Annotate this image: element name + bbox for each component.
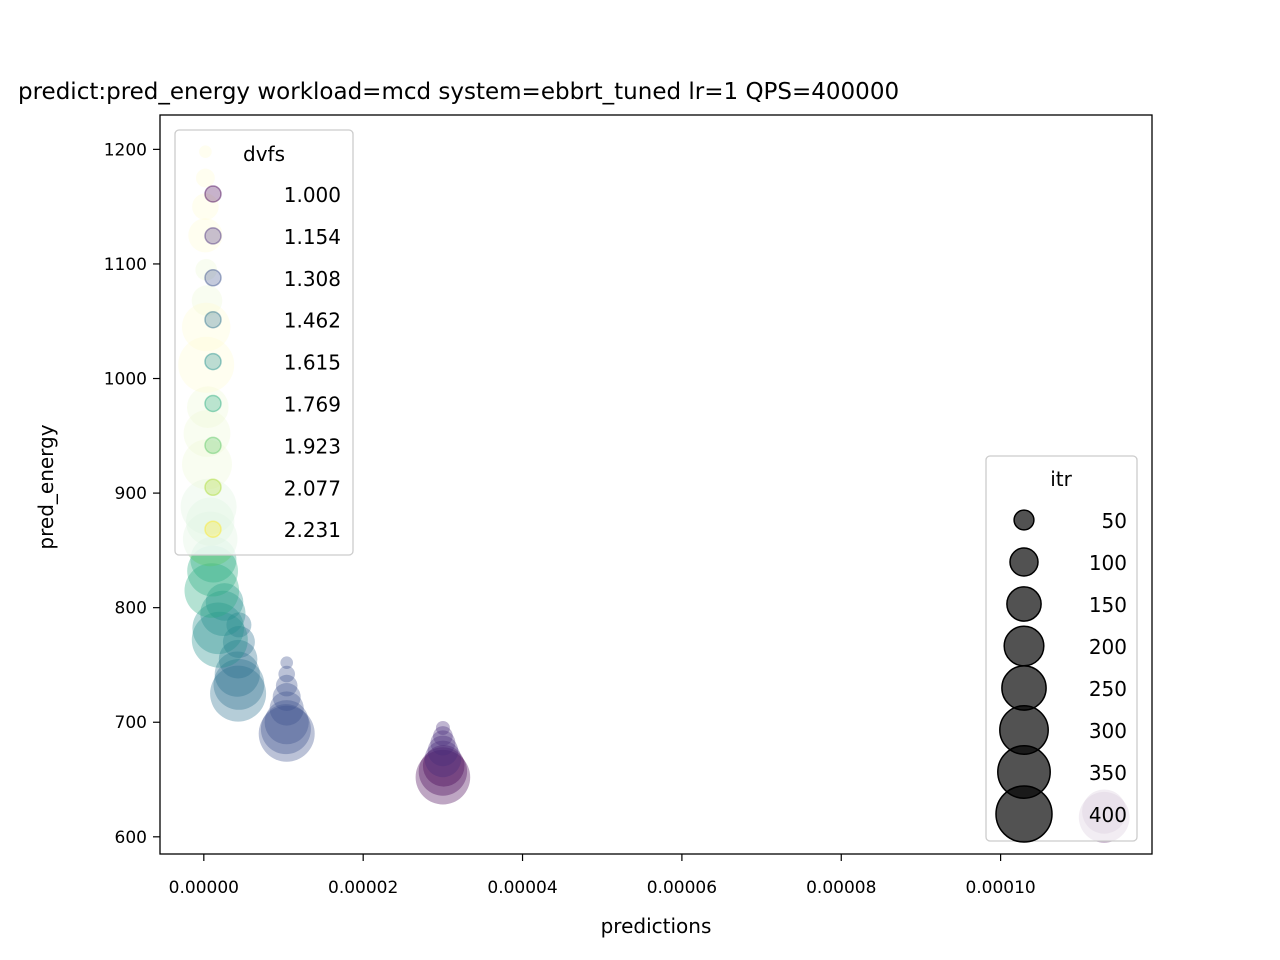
plot-frame — [159, 114, 1153, 855]
data-point-dvfs-1.615-2 — [200, 590, 246, 637]
data-point-dvfs-1.462-5 — [226, 612, 252, 638]
itr-legend-label: 100 — [1089, 551, 1127, 575]
y-tick-label: 1200 — [104, 140, 147, 160]
x-tick-label: 0.00010 — [965, 878, 1035, 898]
data-point-dvfs-1-4 — [422, 745, 465, 787]
chart-title: predict:pred_energy workload=mcd system=… — [18, 79, 899, 105]
x-tick-label: 0.00008 — [806, 878, 876, 898]
data-point-dvfs-1.308-0 — [258, 705, 315, 762]
dvfs-legend-marker — [204, 185, 222, 203]
dvfs-legend-marker — [204, 520, 222, 538]
data-point-dvfs-1.462-2 — [214, 651, 260, 697]
itr-legend-marker — [1003, 625, 1045, 667]
dvfs-legend-label: 1.462 — [284, 309, 341, 333]
data-point-dvfs-1.615-0 — [191, 611, 248, 668]
itr-legend-entries: 50 100 150 200 250 300 350 400 — [995, 509, 1127, 843]
itr-legend-label: 300 — [1089, 719, 1127, 743]
itr-legend: itr 50 100 150 200 250 300 350 400 — [985, 455, 1138, 843]
y-tick-label: 600 — [115, 828, 147, 848]
data-point-dvfs-1.615-3 — [205, 583, 244, 621]
data-point-dvfs-1.154-4 — [435, 721, 450, 735]
y-axis: 600 700 800 900 1000 1100 1200 — [104, 140, 160, 848]
y-tick-label: 700 — [115, 713, 147, 733]
data-point-dvfs-1.462-3 — [218, 639, 258, 679]
y-axis-label: pred_energy — [34, 424, 58, 549]
x-axis: 0.00000 0.00002 0.00004 0.00006 0.00008 0.000… — [169, 854, 1036, 898]
data-point-dvfs-1.308-4 — [272, 683, 301, 711]
x-tick-label: 0.00000 — [169, 878, 239, 898]
itr-legend-label: 200 — [1089, 635, 1127, 659]
dvfs-legend-frame — [174, 129, 354, 556]
dvfs-legend-label: 1.000 — [284, 183, 341, 207]
itr-legend-marker — [995, 785, 1053, 843]
data-point-dvfs-1.462-0 — [210, 665, 267, 722]
data-point-dvfs-1.308-1 — [260, 704, 311, 755]
data-point-dvfs-1.308-3 — [269, 691, 304, 726]
dvfs-legend-marker — [204, 478, 222, 497]
x-tick-label: 0.00004 — [487, 878, 557, 898]
data-point-dvfs-1.462-4 — [222, 626, 255, 658]
itr-legend-marker — [1001, 665, 1047, 711]
itr-legend-title: itr — [1050, 467, 1072, 491]
dvfs-legend-marker — [204, 394, 222, 413]
itr-legend-marker — [1009, 547, 1039, 577]
dvfs-legend-label: 2.077 — [284, 476, 341, 500]
itr-legend-label: 400 — [1089, 803, 1127, 827]
itr-legend-label: 350 — [1089, 761, 1127, 785]
dvfs-legend-label: 1.154 — [284, 225, 341, 249]
itr-legend-marker — [1006, 586, 1042, 622]
data-point-dvfs-1.769-0 — [184, 563, 240, 618]
dvfs-legend-marker — [204, 269, 222, 287]
dvfs-legend: dvfs 1.000 1.154 1.308 1.462 1.615 1.769 1.923… — [174, 129, 354, 556]
y-tick-label: 1000 — [104, 370, 147, 390]
dvfs-legend-marker — [204, 436, 222, 455]
data-point-dvfs-1.308-2 — [264, 700, 309, 745]
itr-legend-label: 250 — [1089, 677, 1127, 701]
dvfs-legend-marker — [204, 310, 222, 329]
dvfs-legend-label: 1.308 — [284, 267, 341, 291]
dvfs-legend-label: 1.769 — [284, 393, 341, 417]
x-axis-label: predictions — [601, 914, 712, 938]
y-tick-label: 800 — [115, 599, 147, 619]
y-tick-label: 900 — [115, 484, 147, 504]
data-point-dvfs-1.154-3 — [433, 726, 453, 746]
dvfs-legend-label: 1.615 — [284, 351, 341, 375]
dvfs-legend-label: 2.231 — [284, 518, 341, 542]
data-point-dvfs-1.308-6 — [278, 665, 296, 683]
data-point-dvfs-1.308-7 — [280, 656, 294, 669]
data-point-dvfs-1.154-2 — [430, 730, 456, 756]
dvfs-legend-marker — [204, 352, 222, 371]
data-point-dvfs-1.154-0 — [424, 740, 462, 778]
data-point-dvfs-1.154-1 — [427, 735, 459, 767]
dvfs-legend-marker — [204, 227, 222, 245]
data-point-dvfs-1.769-1 — [187, 545, 239, 597]
x-tick-label: 0.00006 — [647, 878, 717, 898]
itr-legend-marker — [1013, 509, 1035, 531]
data-point-dvfs-1.308-5 — [275, 674, 298, 697]
data-point-dvfs-1.462-1 — [213, 659, 265, 710]
dvfs-legend-entries: 1.000 1.154 1.308 1.462 1.615 1.769 1.923 2.077… — [204, 183, 341, 542]
data-point-dvfs-1.615-1 — [192, 602, 244, 655]
y-tick-label: 1100 — [104, 255, 147, 275]
itr-legend-label: 150 — [1089, 593, 1127, 617]
data-point-dvfs-1-3 — [418, 747, 468, 796]
x-tick-label: 0.00002 — [328, 878, 398, 898]
data-point-dvfs-1-2 — [415, 749, 471, 805]
itr-legend-label: 50 — [1102, 509, 1127, 533]
dvfs-legend-title: dvfs — [243, 142, 285, 166]
dvfs-legend-label: 1.923 — [284, 434, 341, 458]
